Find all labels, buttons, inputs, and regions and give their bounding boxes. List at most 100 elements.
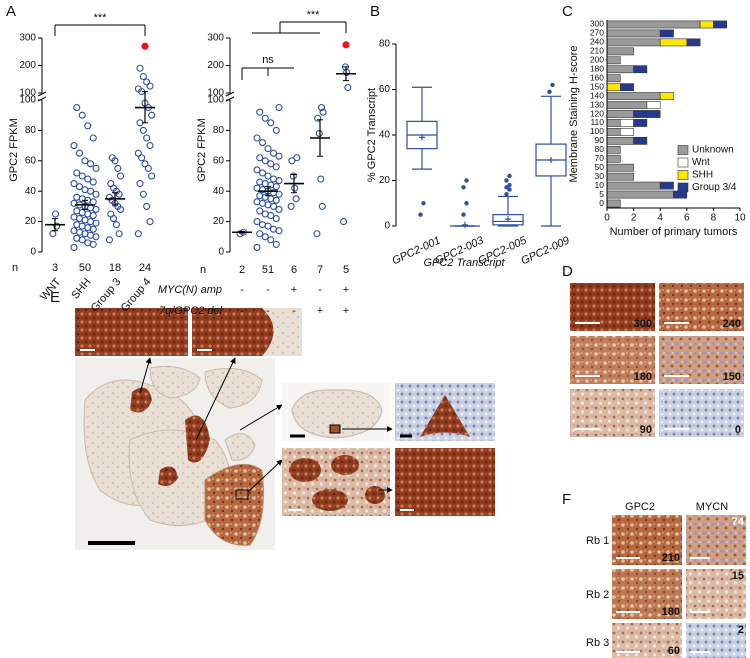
- data-point: [258, 139, 267, 147]
- data-point: [287, 202, 295, 210]
- data-point: [146, 82, 154, 90]
- bar-segment: [606, 101, 648, 109]
- data-point: [272, 163, 280, 171]
- data-point: [89, 134, 97, 142]
- y-tick-label: 200: [207, 60, 224, 71]
- data-point: [256, 108, 264, 116]
- data-point: [136, 64, 144, 72]
- micrograph: [612, 515, 682, 565]
- column-header: GPC2: [625, 501, 655, 513]
- data-point: [148, 172, 156, 180]
- data-point: [236, 230, 244, 238]
- arrow: [247, 459, 283, 493]
- data-point: [139, 72, 147, 81]
- y-axis-label: % GPC2 Transcript: [366, 88, 378, 182]
- data-point: [53, 222, 61, 230]
- outlier: [504, 191, 509, 197]
- outlier: [507, 187, 512, 192]
- row-label: MYC(N) amp: [158, 284, 222, 296]
- row-label: Rb 3: [586, 637, 609, 649]
- bar-segment: [686, 38, 701, 47]
- data-point: [288, 157, 296, 165]
- tissue-section: [149, 365, 201, 399]
- y-tick-label: 20: [25, 216, 37, 227]
- n-value: 50: [79, 262, 91, 274]
- panel-label: C: [562, 3, 573, 20]
- data-point: [75, 149, 84, 157]
- bar-segment: [713, 20, 728, 29]
- n-label: n: [200, 264, 206, 276]
- legend-swatch: [677, 157, 689, 168]
- y-axis-label: GPC2 FPKM: [8, 118, 20, 182]
- panel-e: [75, 308, 495, 550]
- axis-break: [37, 91, 47, 97]
- h-score: 210: [662, 552, 680, 564]
- data-point: [73, 193, 81, 201]
- y-tick-label: 160: [590, 72, 604, 82]
- y-tick-label: 300: [207, 33, 224, 44]
- tumor-stain: [158, 466, 178, 486]
- h-score: 180: [634, 371, 652, 383]
- data-point: [258, 169, 267, 177]
- y-tick-label: 5: [599, 189, 604, 199]
- h-score: 240: [723, 318, 741, 330]
- panel-label: D: [562, 263, 573, 280]
- panel-f: GPC2 MYCN Rb 1 Rb 2 Rb 3 210 74 180 15 6…: [586, 501, 746, 658]
- data-point: [73, 104, 81, 112]
- data-point: [258, 221, 267, 229]
- bar-segment: [633, 119, 648, 127]
- x-tick-label: 8: [711, 213, 717, 224]
- data-point: [134, 85, 142, 93]
- significance-label: ***: [94, 12, 108, 24]
- y-tick-label: 90: [595, 135, 605, 145]
- y-tick-label: 100: [207, 88, 224, 99]
- data-point: [92, 190, 100, 198]
- n-value: 2: [239, 264, 245, 276]
- significance-label: ***: [307, 9, 321, 21]
- bar-segment: [633, 65, 648, 74]
- outlier: [464, 201, 469, 206]
- y-axis-label: GPC2 FPKM: [196, 118, 208, 182]
- data-point: [86, 160, 95, 168]
- bar-segment: [619, 128, 634, 136]
- bar-segment: [606, 128, 621, 136]
- x-tick-label: 6: [684, 213, 690, 224]
- data-point: [256, 154, 264, 162]
- data-point: [143, 202, 151, 210]
- data-point: [81, 157, 89, 165]
- y-tick-label: 40: [25, 186, 37, 197]
- data-point: [314, 114, 322, 122]
- data-point: [313, 230, 321, 238]
- outlier: [507, 173, 512, 179]
- bar-segment: [606, 29, 661, 38]
- outlier: [547, 89, 552, 94]
- y-tick-label: 300: [19, 33, 36, 44]
- data-point: [317, 175, 325, 183]
- micrograph: [395, 448, 495, 516]
- data-point: [105, 236, 113, 244]
- y-tick-label: 120: [590, 108, 604, 118]
- legend-label: Unknown: [692, 145, 734, 156]
- panel-label: B: [370, 3, 380, 20]
- y-tick-label: 240: [590, 37, 604, 47]
- data-point: [115, 230, 123, 238]
- data-point: [256, 178, 264, 186]
- tumor-stain: [192, 308, 274, 356]
- y-tick-label: 0: [384, 221, 390, 232]
- genotype-sign: -: [292, 305, 296, 317]
- arrow: [239, 404, 283, 431]
- data-point: [293, 154, 301, 162]
- panel-label: A: [6, 3, 16, 20]
- data-point: [267, 236, 275, 244]
- row-label: Rb 1: [586, 535, 609, 547]
- bar-segment: [646, 101, 661, 109]
- data-point: [291, 184, 299, 192]
- bar-segment: [606, 74, 621, 83]
- data-point: [78, 111, 86, 119]
- n-label: n: [12, 262, 18, 274]
- h-score: 74: [732, 516, 745, 528]
- data-point: [107, 180, 115, 188]
- data-point: [117, 172, 125, 180]
